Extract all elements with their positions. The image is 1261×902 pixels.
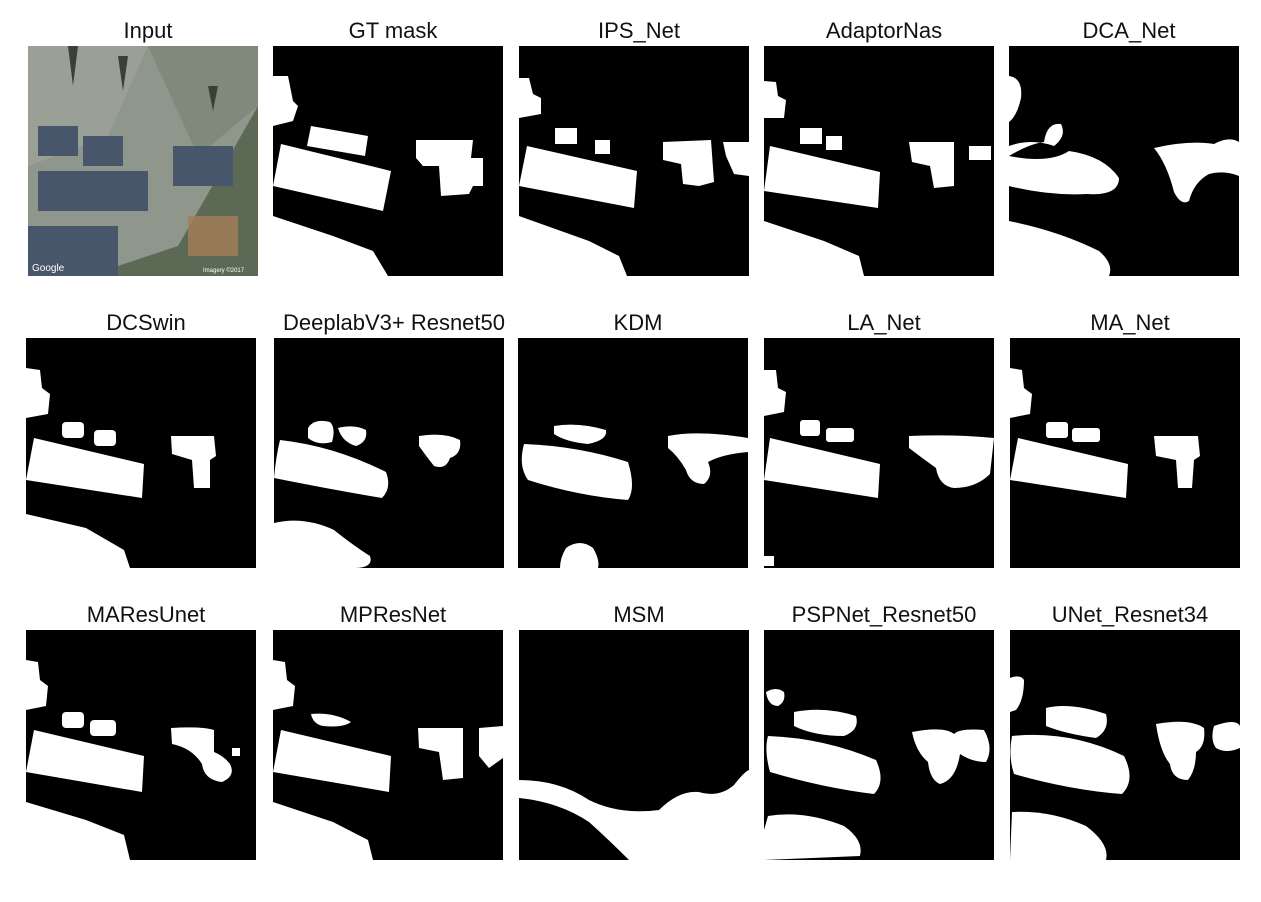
panel-title: GT mask xyxy=(348,18,438,43)
mask-image xyxy=(764,630,994,860)
mask-image xyxy=(273,46,503,276)
panel-title: MSM xyxy=(613,602,665,627)
watermark-imagery: Imagery ©2017 xyxy=(203,267,245,274)
mask-image xyxy=(764,338,994,568)
panel-title: DeeplabV3+ Resnet50 xyxy=(283,310,505,335)
panel-title: MPResNet xyxy=(339,602,447,627)
input-satellite-image: Google Imagery ©2017 xyxy=(28,46,258,276)
mask-image xyxy=(519,630,749,860)
panel-title: Input xyxy=(123,18,173,43)
panel-title: AdaptorNas xyxy=(825,18,943,43)
panel-title: PSPNet_Resnet50 xyxy=(791,602,977,627)
panel-title: IPS_Net xyxy=(598,18,680,43)
mask-image xyxy=(274,338,504,568)
mask-image xyxy=(1010,630,1240,860)
mask-image xyxy=(518,338,748,568)
mask-image xyxy=(1009,46,1239,276)
panel-title: DCA_Net xyxy=(1082,18,1176,43)
panel-title: DCSwin xyxy=(106,310,186,335)
panel-title: MA_Net xyxy=(1090,310,1170,335)
panel-title: KDM xyxy=(613,310,663,335)
mask-image xyxy=(273,630,503,860)
panel-title: MAResUnet xyxy=(86,602,206,627)
watermark-google: Google xyxy=(32,263,65,274)
mask-image xyxy=(764,46,994,276)
panel-title: UNet_Resnet34 xyxy=(1051,602,1209,627)
mask-image xyxy=(26,338,256,568)
mask-image xyxy=(519,46,749,276)
mask-image xyxy=(1010,338,1240,568)
mask-image xyxy=(26,630,256,860)
panel-title: LA_Net xyxy=(847,310,921,335)
